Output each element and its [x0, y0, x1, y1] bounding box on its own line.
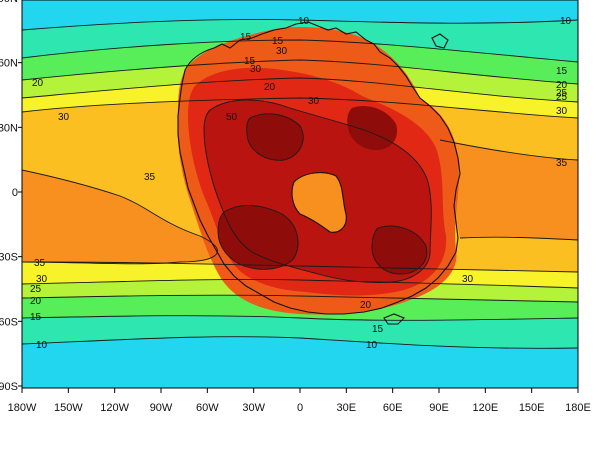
contour-label: 15: [240, 32, 252, 43]
y-axis: 90N 60N 30N 0 30S 60S 90S: [0, 0, 22, 393]
contour-label: 15: [372, 324, 384, 335]
contour-lines: [22, 19, 578, 349]
contour-label: 35: [34, 258, 46, 269]
contour-label: 10: [298, 16, 310, 27]
contour-label: 10: [36, 340, 48, 351]
x-tick-label: 60E: [383, 402, 403, 414]
y-tick-label: 30S: [0, 252, 18, 264]
contour-label: 50: [226, 112, 238, 123]
island-north: [431, 33, 449, 49]
x-tick-label: 90E: [429, 402, 449, 414]
interior-sea-coastline: [291, 172, 347, 233]
contour-label: 15: [30, 312, 42, 323]
contour-label: 25: [556, 92, 568, 103]
band-35-40: [22, 170, 218, 264]
contour-label: 20: [360, 300, 372, 311]
contour-label: 15: [244, 56, 256, 67]
contour-label: 15: [272, 36, 284, 47]
contour-label: 20: [556, 80, 568, 91]
contour-label: 35: [556, 158, 568, 169]
contour-label: 20: [30, 296, 42, 307]
continent-coastline: [177, 21, 461, 315]
contour-label: 30: [250, 64, 262, 75]
y-tick-label: 0: [12, 187, 18, 199]
x-axis: 180W 150W 120W 90W 60W 30W 0 30E 60E 90E 120E 150E 1…: [8, 388, 591, 414]
contour-label: 35: [144, 172, 156, 183]
band-35-40-east: [440, 140, 578, 240]
y-tick-label: 60S: [0, 316, 18, 328]
contour-label: 25: [556, 88, 568, 99]
y-tick-label: 60N: [0, 58, 18, 70]
x-tick-label: 30E: [337, 402, 357, 414]
continent-peak-west: [218, 205, 298, 270]
map-field: 10 10 15 15 20 20 25 30 30 30 35 35 15 2…: [22, 0, 578, 388]
continent-peak-north: [246, 113, 304, 161]
contour-label: 20: [32, 78, 44, 89]
contour-label: 30: [308, 96, 320, 107]
continent-peak-east: [372, 226, 427, 274]
x-tick-label: 180W: [8, 402, 37, 414]
contour-label: 30: [36, 274, 48, 285]
x-tick-label: 150E: [519, 402, 545, 414]
x-tick-label: 120E: [472, 402, 498, 414]
y-tick-label: 90S: [0, 381, 18, 393]
x-tick-label: 150W: [54, 402, 83, 414]
y-tick-label: 30N: [0, 122, 18, 134]
contour-labels: 10 10 15 15 20 20 25 30 30 30 35 35 15 2…: [30, 16, 572, 351]
contour-label: 30: [462, 274, 474, 285]
contour-label: 25: [30, 284, 42, 295]
contour-label: 10: [366, 340, 378, 351]
interior-sea: [292, 172, 347, 233]
x-tick-label: 30W: [242, 402, 265, 414]
x-tick-label: 90W: [150, 402, 173, 414]
contour-label: 30: [58, 112, 70, 123]
y-tick-label: 90N: [0, 0, 18, 5]
contour-label: 20: [264, 82, 276, 93]
contour-label: 15: [556, 66, 568, 77]
x-tick-label: 180E: [565, 402, 591, 414]
x-tick-label: 0: [297, 402, 303, 414]
x-tick-label: 60W: [196, 402, 219, 414]
contour-label: 30: [556, 106, 568, 117]
contour-label: 10: [560, 16, 572, 27]
contour-label: 30: [276, 46, 288, 57]
island-south: [383, 313, 405, 325]
x-tick-label: 120W: [100, 402, 129, 414]
